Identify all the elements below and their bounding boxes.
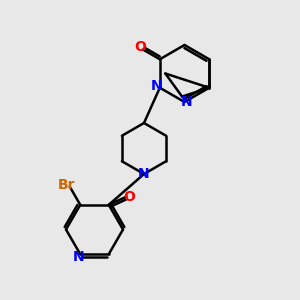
Text: O: O: [124, 190, 135, 204]
Text: O: O: [135, 40, 146, 54]
Text: N: N: [73, 250, 85, 264]
Text: N: N: [181, 95, 193, 109]
Text: N: N: [151, 79, 163, 93]
Text: N: N: [138, 167, 150, 181]
Text: Br: Br: [57, 178, 75, 192]
